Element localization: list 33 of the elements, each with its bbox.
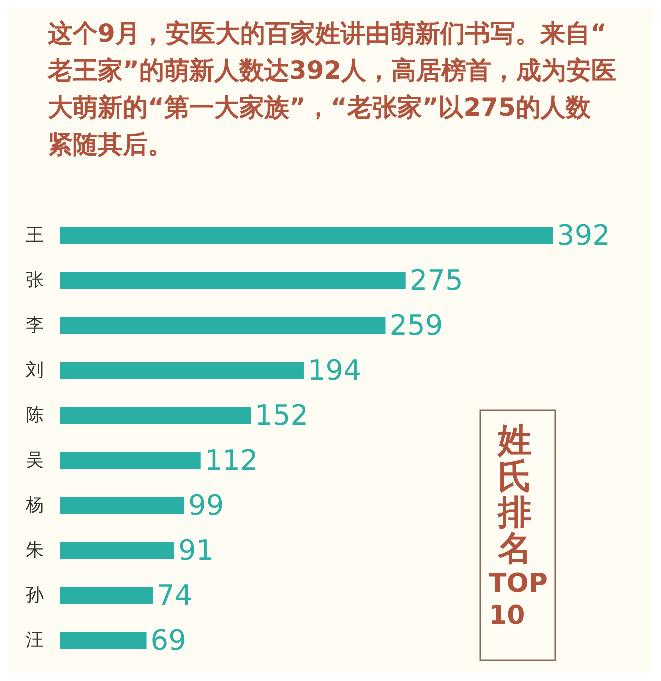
bar	[60, 497, 185, 514]
bar	[60, 587, 154, 604]
bar	[60, 272, 406, 289]
data-label: 259	[390, 309, 444, 342]
y-tick-label: 吴	[26, 450, 44, 471]
data-label: 112	[204, 444, 258, 477]
data-label: 194	[308, 354, 362, 387]
y-tick-label: 刘	[26, 360, 44, 381]
annotation: 姓氏排名	[497, 421, 532, 569]
data-label: 69	[150, 624, 186, 657]
data-label: 152	[255, 399, 309, 432]
bar	[60, 317, 386, 334]
y-tick-label: 王	[26, 225, 44, 246]
y-tick-label: 张	[26, 270, 44, 291]
y-tick-label: 李	[26, 315, 44, 336]
bar	[60, 542, 174, 559]
chart-title: 这个9月，安医大的百家姓讲由萌新们书写。来自“老王家”的萌新人数达392人，高居榜首，成为安医大萌新的“第一大家族”，“老张家”以275的人数紧随其后。	[47, 19, 617, 159]
data-label: 74	[157, 579, 193, 612]
bar	[60, 632, 147, 649]
data-label: 392	[557, 219, 610, 252]
data-label: 99	[188, 489, 224, 522]
y-tick-label: 陈	[26, 405, 44, 426]
bar	[60, 227, 553, 244]
bar	[60, 452, 201, 469]
bar	[60, 407, 252, 424]
y-tick-label: 朱	[26, 540, 44, 561]
bar	[60, 362, 304, 379]
data-label: 275	[410, 264, 464, 297]
annotation: TOP 10	[489, 569, 548, 631]
data-label: 91	[178, 534, 214, 567]
y-tick-label: 孙	[26, 585, 44, 606]
y-tick-label: 汪	[26, 630, 44, 651]
y-tick-label: 杨	[25, 495, 44, 516]
